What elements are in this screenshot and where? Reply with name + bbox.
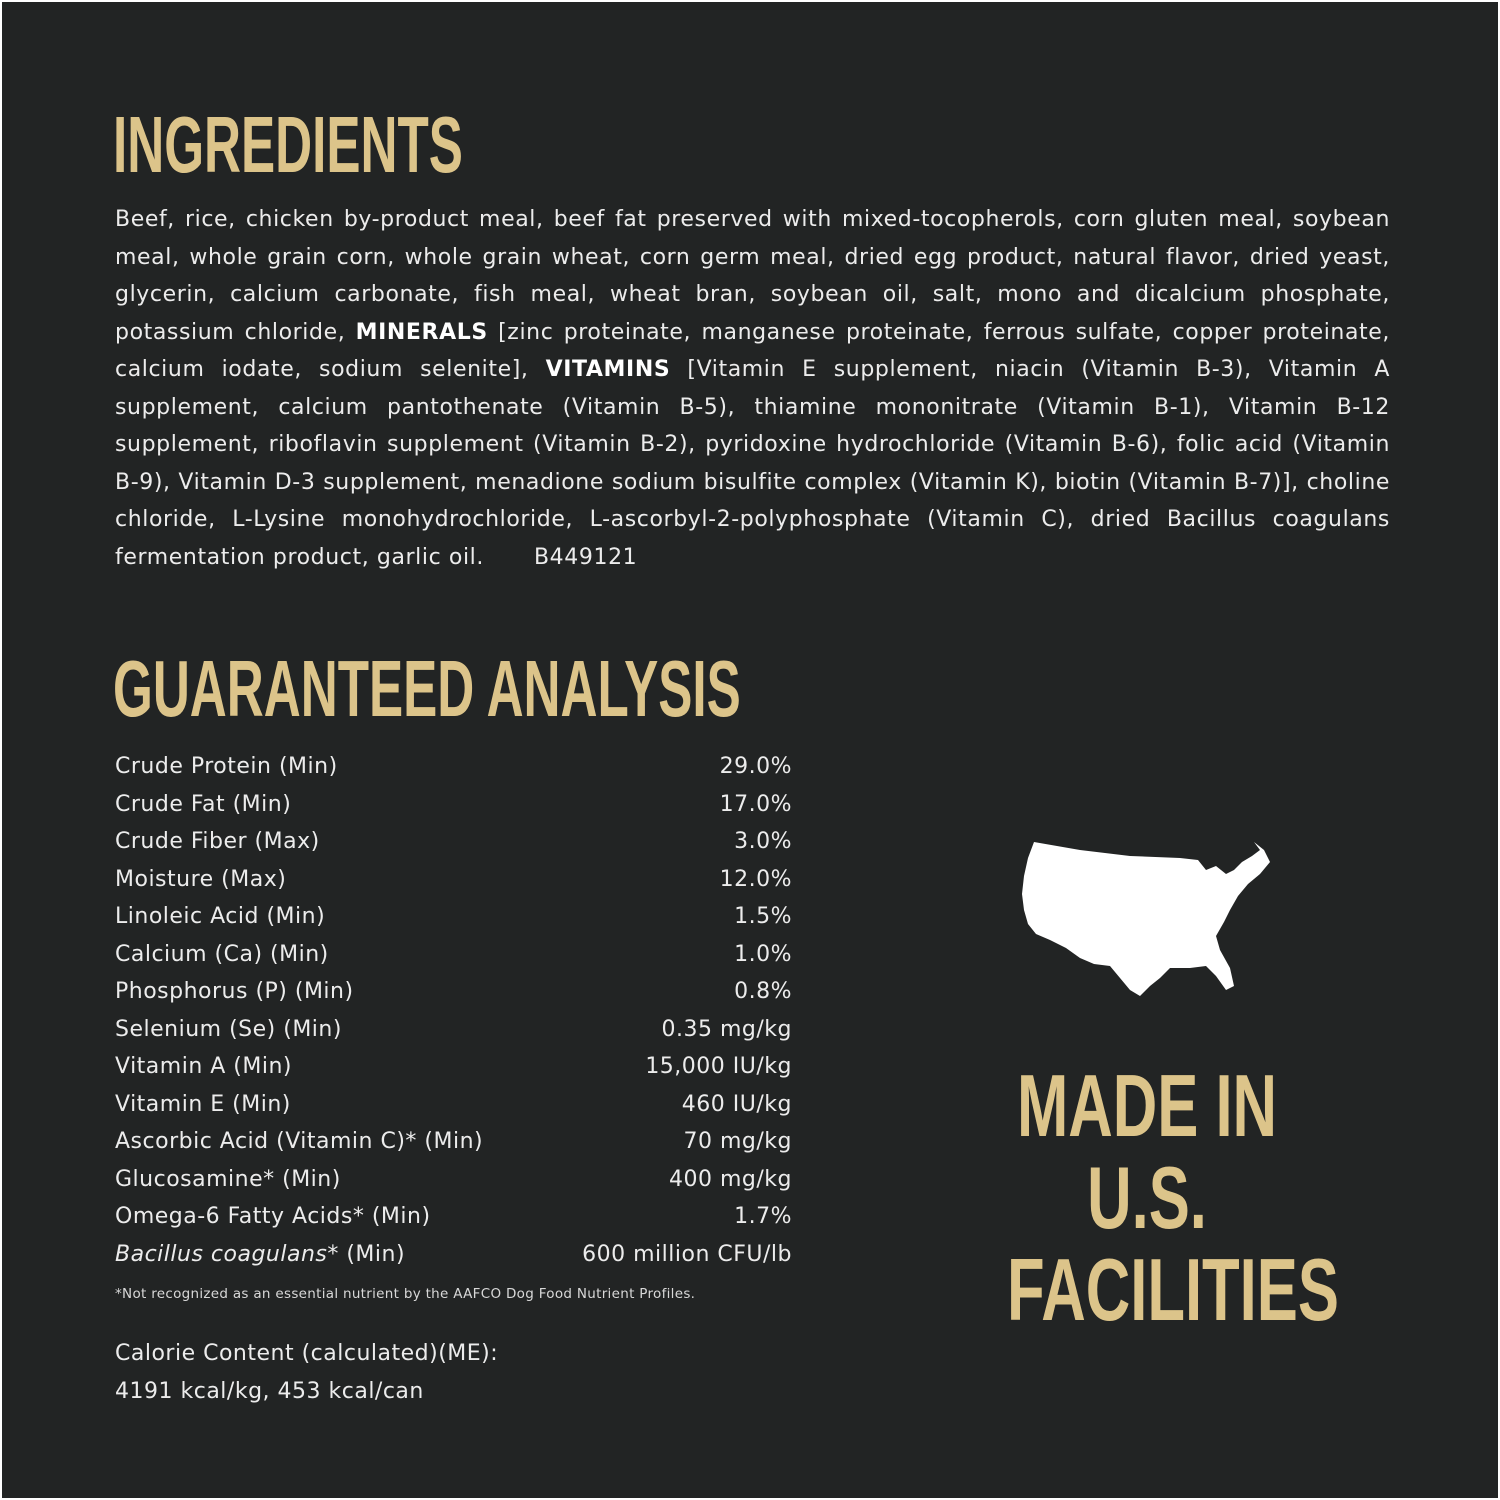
- analysis-row: Crude Fiber (Max) 3.0%: [115, 823, 792, 861]
- analysis-row: Vitamin A (Min) 15,000 IU/kg: [115, 1048, 792, 1086]
- nutrient-value: 0.8%: [734, 979, 792, 1004]
- nutrient-value: 1.0%: [734, 941, 792, 967]
- analysis-row: Selenium (Se) (Min) 0.35 mg/kg: [115, 1011, 792, 1049]
- nutrient-label: Omega-6 Fatty Acids* (Min): [115, 1204, 431, 1229]
- analysis-table: Crude Protein (Min) 29.0% Crude Fat (Min) 1…: [115, 748, 792, 1273]
- nutrient-label: Crude Protein (Min): [115, 754, 338, 779]
- nutrient-label: Crude Fiber (Max): [115, 829, 320, 854]
- analysis-row: Bacillus coagulans* (Min) 600 million CFU…: [115, 1236, 792, 1274]
- ingredients-segment: [Vitamin E supplement, niacin (Vitamin B…: [115, 357, 1390, 570]
- analysis-row: Linoleic Acid (Min) 1.5%: [115, 898, 792, 936]
- ingredients-segment: Beef, rice, chicken by-product meal, bee…: [115, 207, 1390, 345]
- nutrient-value: 12.0%: [719, 866, 792, 892]
- nutrient-value: 17.0%: [719, 791, 792, 817]
- product-code: B449121: [533, 544, 638, 570]
- nutrient-value: 600 million CFU/lb: [582, 1241, 792, 1267]
- nutrient-label-italic: Bacillus coagulans: [115, 1241, 328, 1267]
- ingredients-title: INGREDIENTS: [113, 100, 463, 189]
- nutrient-label: Vitamin E (Min): [115, 1091, 291, 1117]
- ingredients-segment: [zinc proteinate, manganese proteinate, …: [115, 319, 1390, 383]
- analysis-row: Calcium (Ca) (Min) 1.0%: [115, 936, 792, 974]
- nutrient-label: Phosphorus (P) (Min): [115, 979, 354, 1004]
- analysis-row: Ascorbic Acid (Vitamin C)* (Min) 70 mg/kg: [115, 1123, 792, 1161]
- analysis-row: Crude Protein (Min) 29.0%: [115, 748, 792, 786]
- nutrient-label: Moisture (Max): [115, 866, 287, 892]
- nutrient-label: Bacillus coagulans* (Min): [115, 1236, 405, 1274]
- analysis-row: Vitamin E (Min) 460 IU/kg: [115, 1086, 792, 1124]
- made-in-line: FACILITIES: [1007, 1240, 1339, 1339]
- made-in-line: U.S.: [1087, 1148, 1207, 1247]
- made-in-line: MADE IN: [1016, 1056, 1278, 1155]
- nutrient-value: 29.0%: [719, 754, 792, 779]
- nutrient-value: 400 mg/kg: [669, 1166, 792, 1192]
- analysis-row: Phosphorus (P) (Min) 0.8%: [115, 973, 792, 1011]
- nutrient-label: Vitamin A (Min): [115, 1054, 293, 1079]
- nutrient-label: Crude Fat (Min): [115, 791, 292, 817]
- nutrient-value: 3.0%: [734, 829, 792, 854]
- analysis-row: Moisture (Max) 12.0%: [115, 861, 792, 899]
- vitamins-label: VITAMINS: [545, 357, 671, 382]
- calorie-label: Calorie Content (calculated)(ME):: [115, 1341, 499, 1366]
- nutrient-label-rest: * (Min): [327, 1241, 406, 1267]
- nutrient-label: Linoleic Acid (Min): [115, 904, 326, 929]
- usa-map-icon: [1022, 842, 1270, 996]
- calorie-value: 4191 kcal/kg, 453 kcal/can: [115, 1378, 424, 1404]
- minerals-label: MINERALS: [355, 319, 488, 345]
- nutrient-value: 0.35 mg/kg: [661, 1016, 792, 1042]
- nutrient-value: 460 IU/kg: [681, 1091, 792, 1117]
- footnote: *Not recognized as an essential nutrient…: [115, 1286, 696, 1302]
- analysis-row: Omega-6 Fatty Acids* (Min) 1.7%: [115, 1198, 792, 1236]
- nutrient-value: 1.5%: [734, 904, 792, 929]
- analysis-row: Crude Fat (Min) 17.0%: [115, 786, 792, 824]
- nutrient-value: 1.7%: [734, 1204, 792, 1229]
- calorie-content: Calorie Content (calculated)(ME): 4191 k…: [115, 1335, 498, 1410]
- nutrient-label: Glucosamine* (Min): [115, 1166, 341, 1192]
- nutrient-value: 70 mg/kg: [683, 1129, 792, 1154]
- nutrient-label: Selenium (Se) (Min): [115, 1016, 342, 1042]
- analysis-row: Glucosamine* (Min) 400 mg/kg: [115, 1161, 792, 1199]
- nutrient-label: Calcium (Ca) (Min): [115, 941, 329, 967]
- analysis-title: GUARANTEED ANALYSIS: [113, 644, 741, 733]
- nutrient-label: Ascorbic Acid (Vitamin C)* (Min): [115, 1129, 484, 1154]
- nutrient-value: 15,000 IU/kg: [645, 1054, 792, 1079]
- made-in-usa-text: MADE IN U.S. FACILITIES: [947, 1060, 1347, 1336]
- ingredients-text: Beef, rice, chicken by-product meal, bee…: [115, 201, 1390, 576]
